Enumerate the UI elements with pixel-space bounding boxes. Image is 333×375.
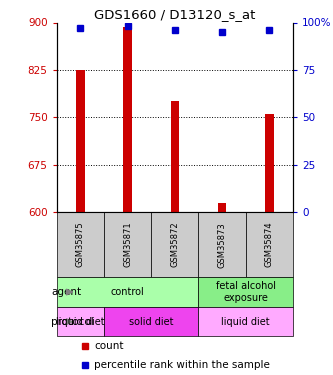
Text: GSM35872: GSM35872 bbox=[170, 222, 179, 267]
Text: liquid diet: liquid diet bbox=[56, 316, 105, 327]
Bar bbox=[104, 212, 151, 277]
Bar bbox=[198, 212, 246, 277]
Bar bbox=[57, 307, 104, 336]
Bar bbox=[198, 307, 293, 336]
Bar bbox=[57, 212, 104, 277]
Text: fetal alcohol
exposure: fetal alcohol exposure bbox=[216, 281, 276, 303]
Bar bbox=[57, 277, 198, 307]
Text: GSM35875: GSM35875 bbox=[76, 222, 85, 267]
Text: count: count bbox=[95, 341, 124, 351]
Text: percentile rank within the sample: percentile rank within the sample bbox=[95, 360, 270, 370]
Text: liquid diet: liquid diet bbox=[221, 316, 270, 327]
Text: control: control bbox=[111, 287, 145, 297]
Bar bbox=[123, 27, 132, 212]
Bar bbox=[76, 70, 85, 212]
Bar bbox=[198, 277, 293, 307]
Bar bbox=[104, 307, 198, 336]
Title: GDS1660 / D13120_s_at: GDS1660 / D13120_s_at bbox=[94, 8, 255, 21]
Bar bbox=[170, 102, 179, 212]
Text: GSM35873: GSM35873 bbox=[217, 222, 227, 267]
Text: solid diet: solid diet bbox=[129, 316, 173, 327]
Bar bbox=[218, 202, 226, 212]
Text: agent: agent bbox=[51, 287, 81, 297]
Bar bbox=[151, 212, 198, 277]
Text: GSM35874: GSM35874 bbox=[265, 222, 274, 267]
Text: GSM35871: GSM35871 bbox=[123, 222, 132, 267]
Bar bbox=[246, 212, 293, 277]
Bar bbox=[265, 114, 274, 212]
Text: protocol: protocol bbox=[51, 316, 94, 327]
